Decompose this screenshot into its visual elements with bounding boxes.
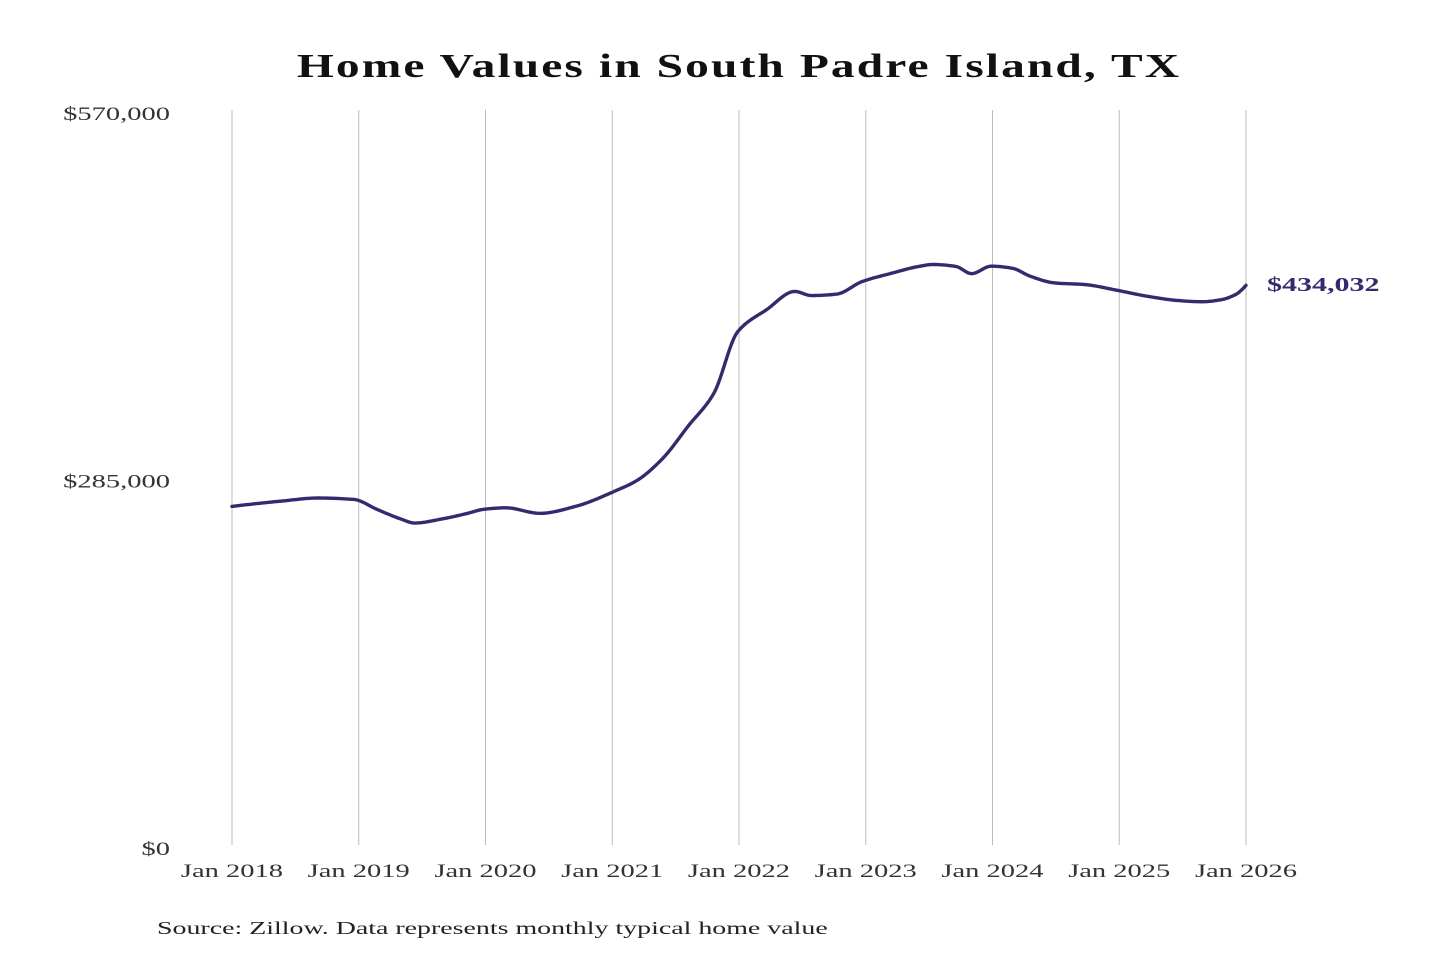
svg-text:Jan 2022: Jan 2022 bbox=[688, 861, 790, 882]
svg-text:Jan 2023: Jan 2023 bbox=[815, 861, 917, 882]
svg-text:Jan 2026: Jan 2026 bbox=[1195, 861, 1297, 882]
svg-text:Jan 2025: Jan 2025 bbox=[1068, 861, 1170, 882]
svg-text:Jan 2018: Jan 2018 bbox=[181, 861, 283, 882]
svg-text:$570,000: $570,000 bbox=[63, 104, 170, 125]
svg-text:$285,000: $285,000 bbox=[63, 471, 170, 492]
svg-text:$0: $0 bbox=[142, 839, 170, 860]
svg-text:Jan 2024: Jan 2024 bbox=[941, 861, 1043, 882]
svg-text:Jan 2021: Jan 2021 bbox=[561, 861, 663, 882]
svg-text:Jan 2019: Jan 2019 bbox=[308, 861, 410, 882]
svg-text:Jan 2020: Jan 2020 bbox=[434, 861, 536, 882]
